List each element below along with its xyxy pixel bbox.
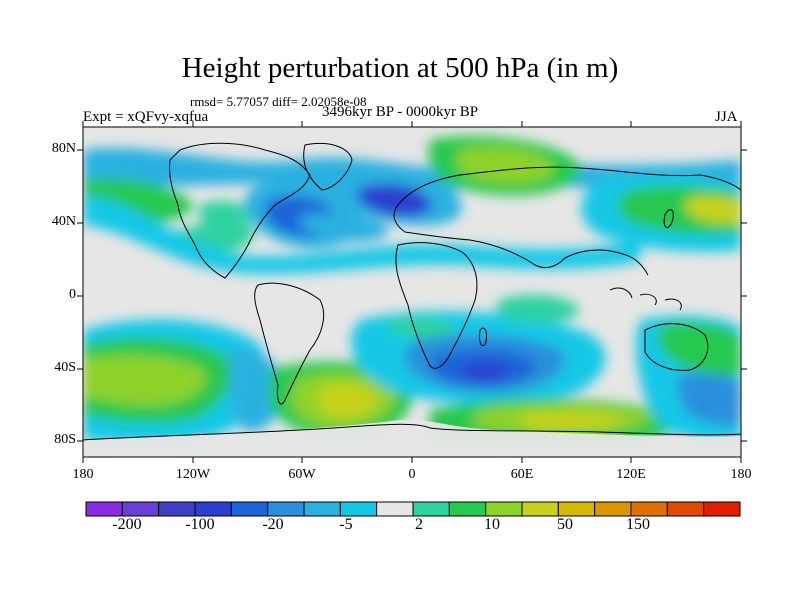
lon-label-60e: 60E	[510, 467, 534, 482]
colorbar-swatch	[485, 501, 523, 517]
colorbar-label: -5	[339, 516, 353, 533]
colorbar-swatch	[85, 501, 123, 517]
colorbar-swatch	[158, 501, 196, 517]
coastlines	[83, 142, 741, 441]
colorbar-swatch	[703, 501, 741, 517]
colorbar-swatch	[376, 501, 414, 517]
map-title: Height perturbation at 500 hPa (in m)	[181, 52, 619, 84]
lon-label-180w: 180	[72, 467, 94, 482]
lon-label-180e: 180	[730, 467, 752, 482]
colorbar-swatch	[412, 501, 450, 517]
colorbar-swatch	[339, 501, 378, 517]
lon-label-120e: 120E	[616, 467, 646, 482]
lat-label-40s: 40S	[54, 360, 76, 375]
colorbar-label: -100	[185, 516, 215, 533]
axis-ticks	[77, 121, 747, 463]
colorbar-swatch	[448, 501, 487, 517]
lon-label-0: 0	[408, 467, 416, 482]
lat-label-80n: 80N	[51, 141, 76, 156]
colorbar-label: -20	[262, 516, 284, 533]
colorbar-swatch	[267, 501, 305, 517]
colorbar-label: 2	[415, 516, 423, 533]
experiment-label: Expt = xQFvy-xqfua	[83, 109, 209, 125]
period-label: 3496kyr BP - 0000kyr BP	[322, 104, 479, 120]
colorbar-label: 10	[484, 516, 500, 533]
lon-label-120w: 120W	[175, 467, 211, 482]
colorbar-swatch	[666, 501, 705, 517]
colorbar-label: 150	[626, 516, 650, 533]
colorbar-swatch	[303, 501, 341, 517]
lat-label-40n: 40N	[51, 214, 76, 229]
colorbar-swatch	[521, 501, 559, 517]
lat-label-0: 0	[69, 287, 76, 302]
colorbar-label: 50	[557, 516, 573, 533]
contour-field	[83, 127, 741, 457]
season-label: JJA	[715, 109, 738, 125]
stats-text: rmsd= 5.77057 diff= 2.02058e-08	[190, 94, 367, 109]
colorbar-swatch	[630, 501, 668, 517]
colorbar-swatch	[557, 501, 596, 517]
colorbar-swatch	[230, 501, 269, 517]
lat-label-80s: 80S	[54, 432, 76, 447]
colorbar-swatch	[594, 501, 632, 517]
lon-label-60w: 60W	[288, 467, 316, 482]
colorbar-label: -200	[112, 516, 142, 533]
colorbar-swatch	[121, 501, 160, 517]
colorbar-swatch	[194, 501, 232, 517]
